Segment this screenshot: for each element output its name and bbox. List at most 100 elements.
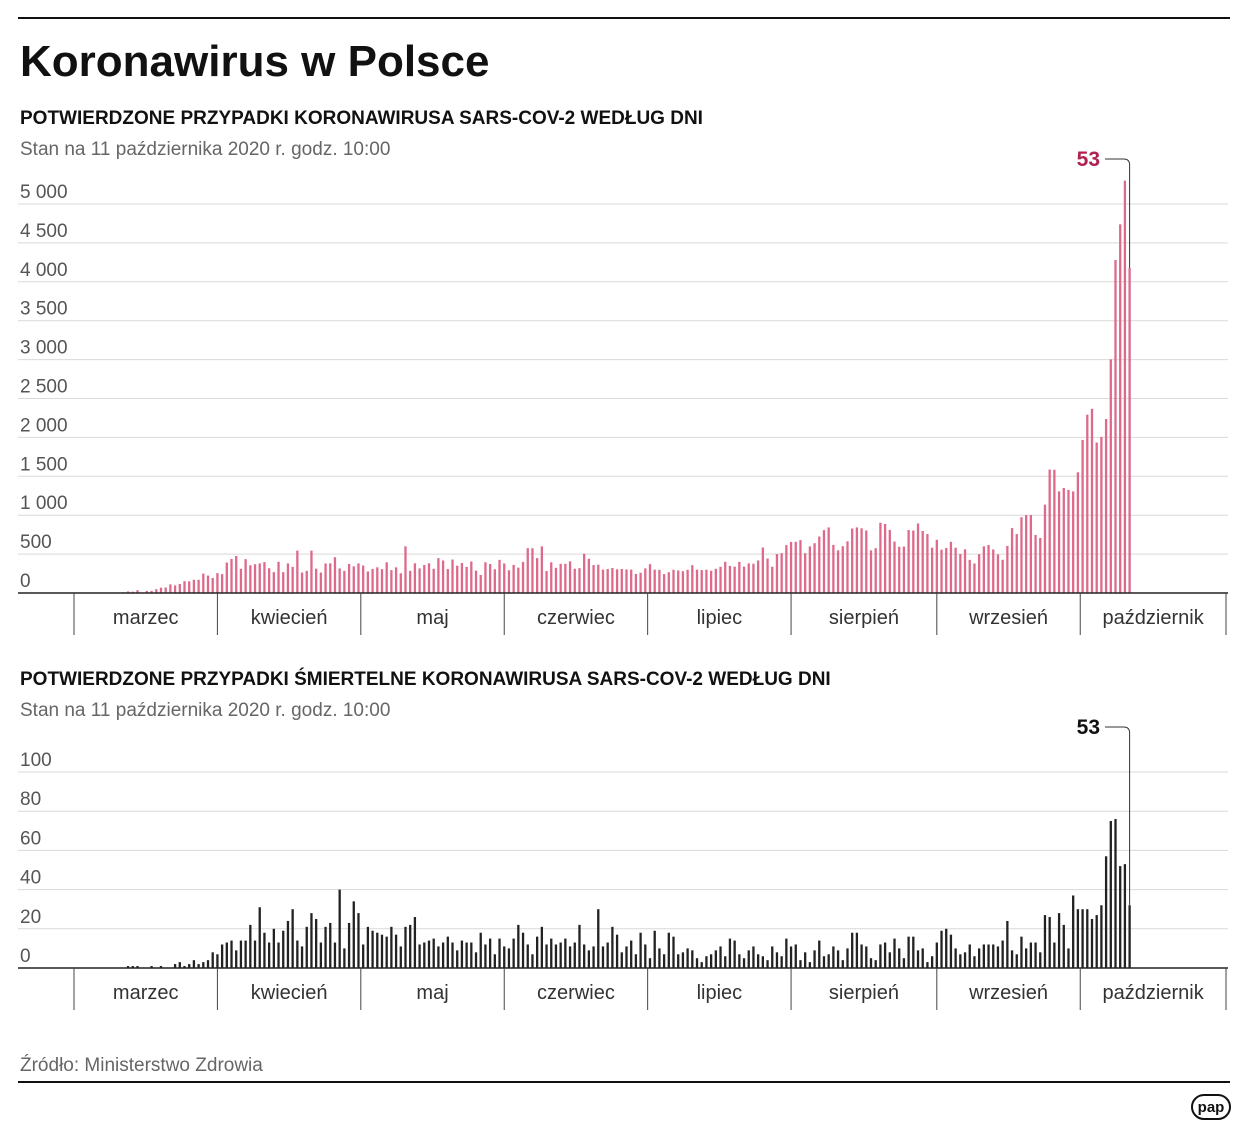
bar (1124, 864, 1126, 968)
y-tick-label: 20 (20, 907, 41, 928)
bar (545, 571, 547, 593)
bar (555, 568, 557, 593)
bar (743, 958, 745, 968)
bar (221, 574, 223, 593)
bar (1128, 905, 1130, 968)
bar (550, 939, 552, 968)
bar (1128, 268, 1130, 593)
bar (804, 553, 806, 593)
bar (569, 561, 571, 593)
bar (512, 565, 514, 593)
bar (329, 563, 331, 593)
bar (226, 943, 228, 968)
bar (926, 962, 928, 968)
bar (752, 946, 754, 968)
bar (179, 962, 181, 968)
bar (860, 944, 862, 968)
bar (348, 564, 350, 593)
bar (1072, 895, 1074, 968)
bar (842, 546, 844, 593)
bar (1105, 419, 1107, 593)
x-tick-label: kwiecień (251, 607, 328, 629)
bar (296, 941, 298, 968)
bar (296, 551, 298, 593)
bar (691, 565, 693, 593)
bar (512, 939, 514, 968)
bar (1063, 488, 1065, 593)
bar (1049, 470, 1051, 593)
bar (616, 935, 618, 968)
bar (381, 569, 383, 593)
bar (907, 937, 909, 968)
bar (343, 948, 345, 968)
bar (1081, 909, 1083, 968)
bar (282, 931, 284, 968)
bar (987, 944, 989, 968)
bar (465, 567, 467, 593)
bar (254, 941, 256, 968)
bar (522, 933, 524, 968)
bar (494, 569, 496, 593)
bar (748, 950, 750, 968)
bar (1067, 948, 1069, 968)
bar (588, 950, 590, 968)
bar (719, 567, 721, 593)
bar (926, 534, 928, 593)
bar (856, 933, 858, 968)
bar (1020, 517, 1022, 593)
bar (550, 562, 552, 593)
bar (715, 950, 717, 968)
bar (400, 946, 402, 968)
bar (541, 546, 543, 593)
bar (870, 550, 872, 593)
bar (1039, 952, 1041, 968)
bar (442, 943, 444, 968)
bar (207, 960, 209, 968)
bar (259, 907, 261, 968)
x-tick-label: wrzesień (968, 982, 1048, 1004)
bar (1091, 409, 1093, 593)
bar (475, 952, 477, 968)
bar (649, 958, 651, 968)
bar (898, 948, 900, 968)
bar (188, 581, 190, 593)
bar (390, 570, 392, 593)
bar (498, 560, 500, 593)
bar (324, 563, 326, 593)
bar (893, 542, 895, 593)
bar (564, 564, 566, 593)
bar (367, 572, 369, 593)
bar (207, 576, 209, 593)
bar (169, 584, 171, 593)
bar (428, 941, 430, 968)
bar (263, 562, 265, 593)
bar (959, 554, 961, 593)
bar (536, 558, 538, 593)
bar (611, 568, 613, 593)
y-tick-label: 4 000 (20, 260, 68, 281)
bar (1049, 917, 1051, 968)
bar (1124, 181, 1126, 593)
bar (560, 943, 562, 968)
bar (781, 553, 783, 593)
bar (973, 563, 975, 593)
bar (386, 937, 388, 968)
bar (1072, 491, 1074, 593)
bar (757, 954, 759, 968)
y-tick-label: 1 500 (20, 454, 68, 475)
bar (527, 944, 529, 968)
logo: pap (1198, 1099, 1225, 1116)
bar (1100, 437, 1102, 593)
bar (907, 530, 909, 593)
bar (597, 909, 599, 968)
bar (719, 946, 721, 968)
bar (1086, 909, 1088, 968)
bar (263, 933, 265, 968)
bar (583, 944, 585, 968)
bar (179, 584, 181, 593)
bar (381, 935, 383, 968)
bar (889, 952, 891, 968)
bar (621, 569, 623, 593)
bar (663, 574, 665, 593)
bar (291, 567, 293, 593)
